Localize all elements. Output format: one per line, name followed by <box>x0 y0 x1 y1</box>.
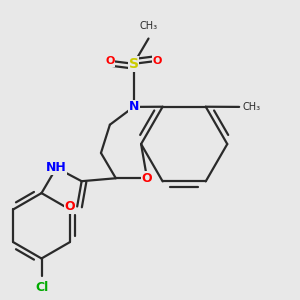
Text: NH: NH <box>46 161 67 174</box>
Text: CH₃: CH₃ <box>242 102 260 112</box>
Text: O: O <box>153 56 162 66</box>
Text: S: S <box>129 57 139 71</box>
Text: O: O <box>142 172 152 185</box>
Text: Cl: Cl <box>35 281 48 294</box>
Text: O: O <box>64 200 75 213</box>
Text: O: O <box>105 56 115 66</box>
Text: N: N <box>128 100 139 113</box>
Text: CH₃: CH₃ <box>140 21 158 31</box>
